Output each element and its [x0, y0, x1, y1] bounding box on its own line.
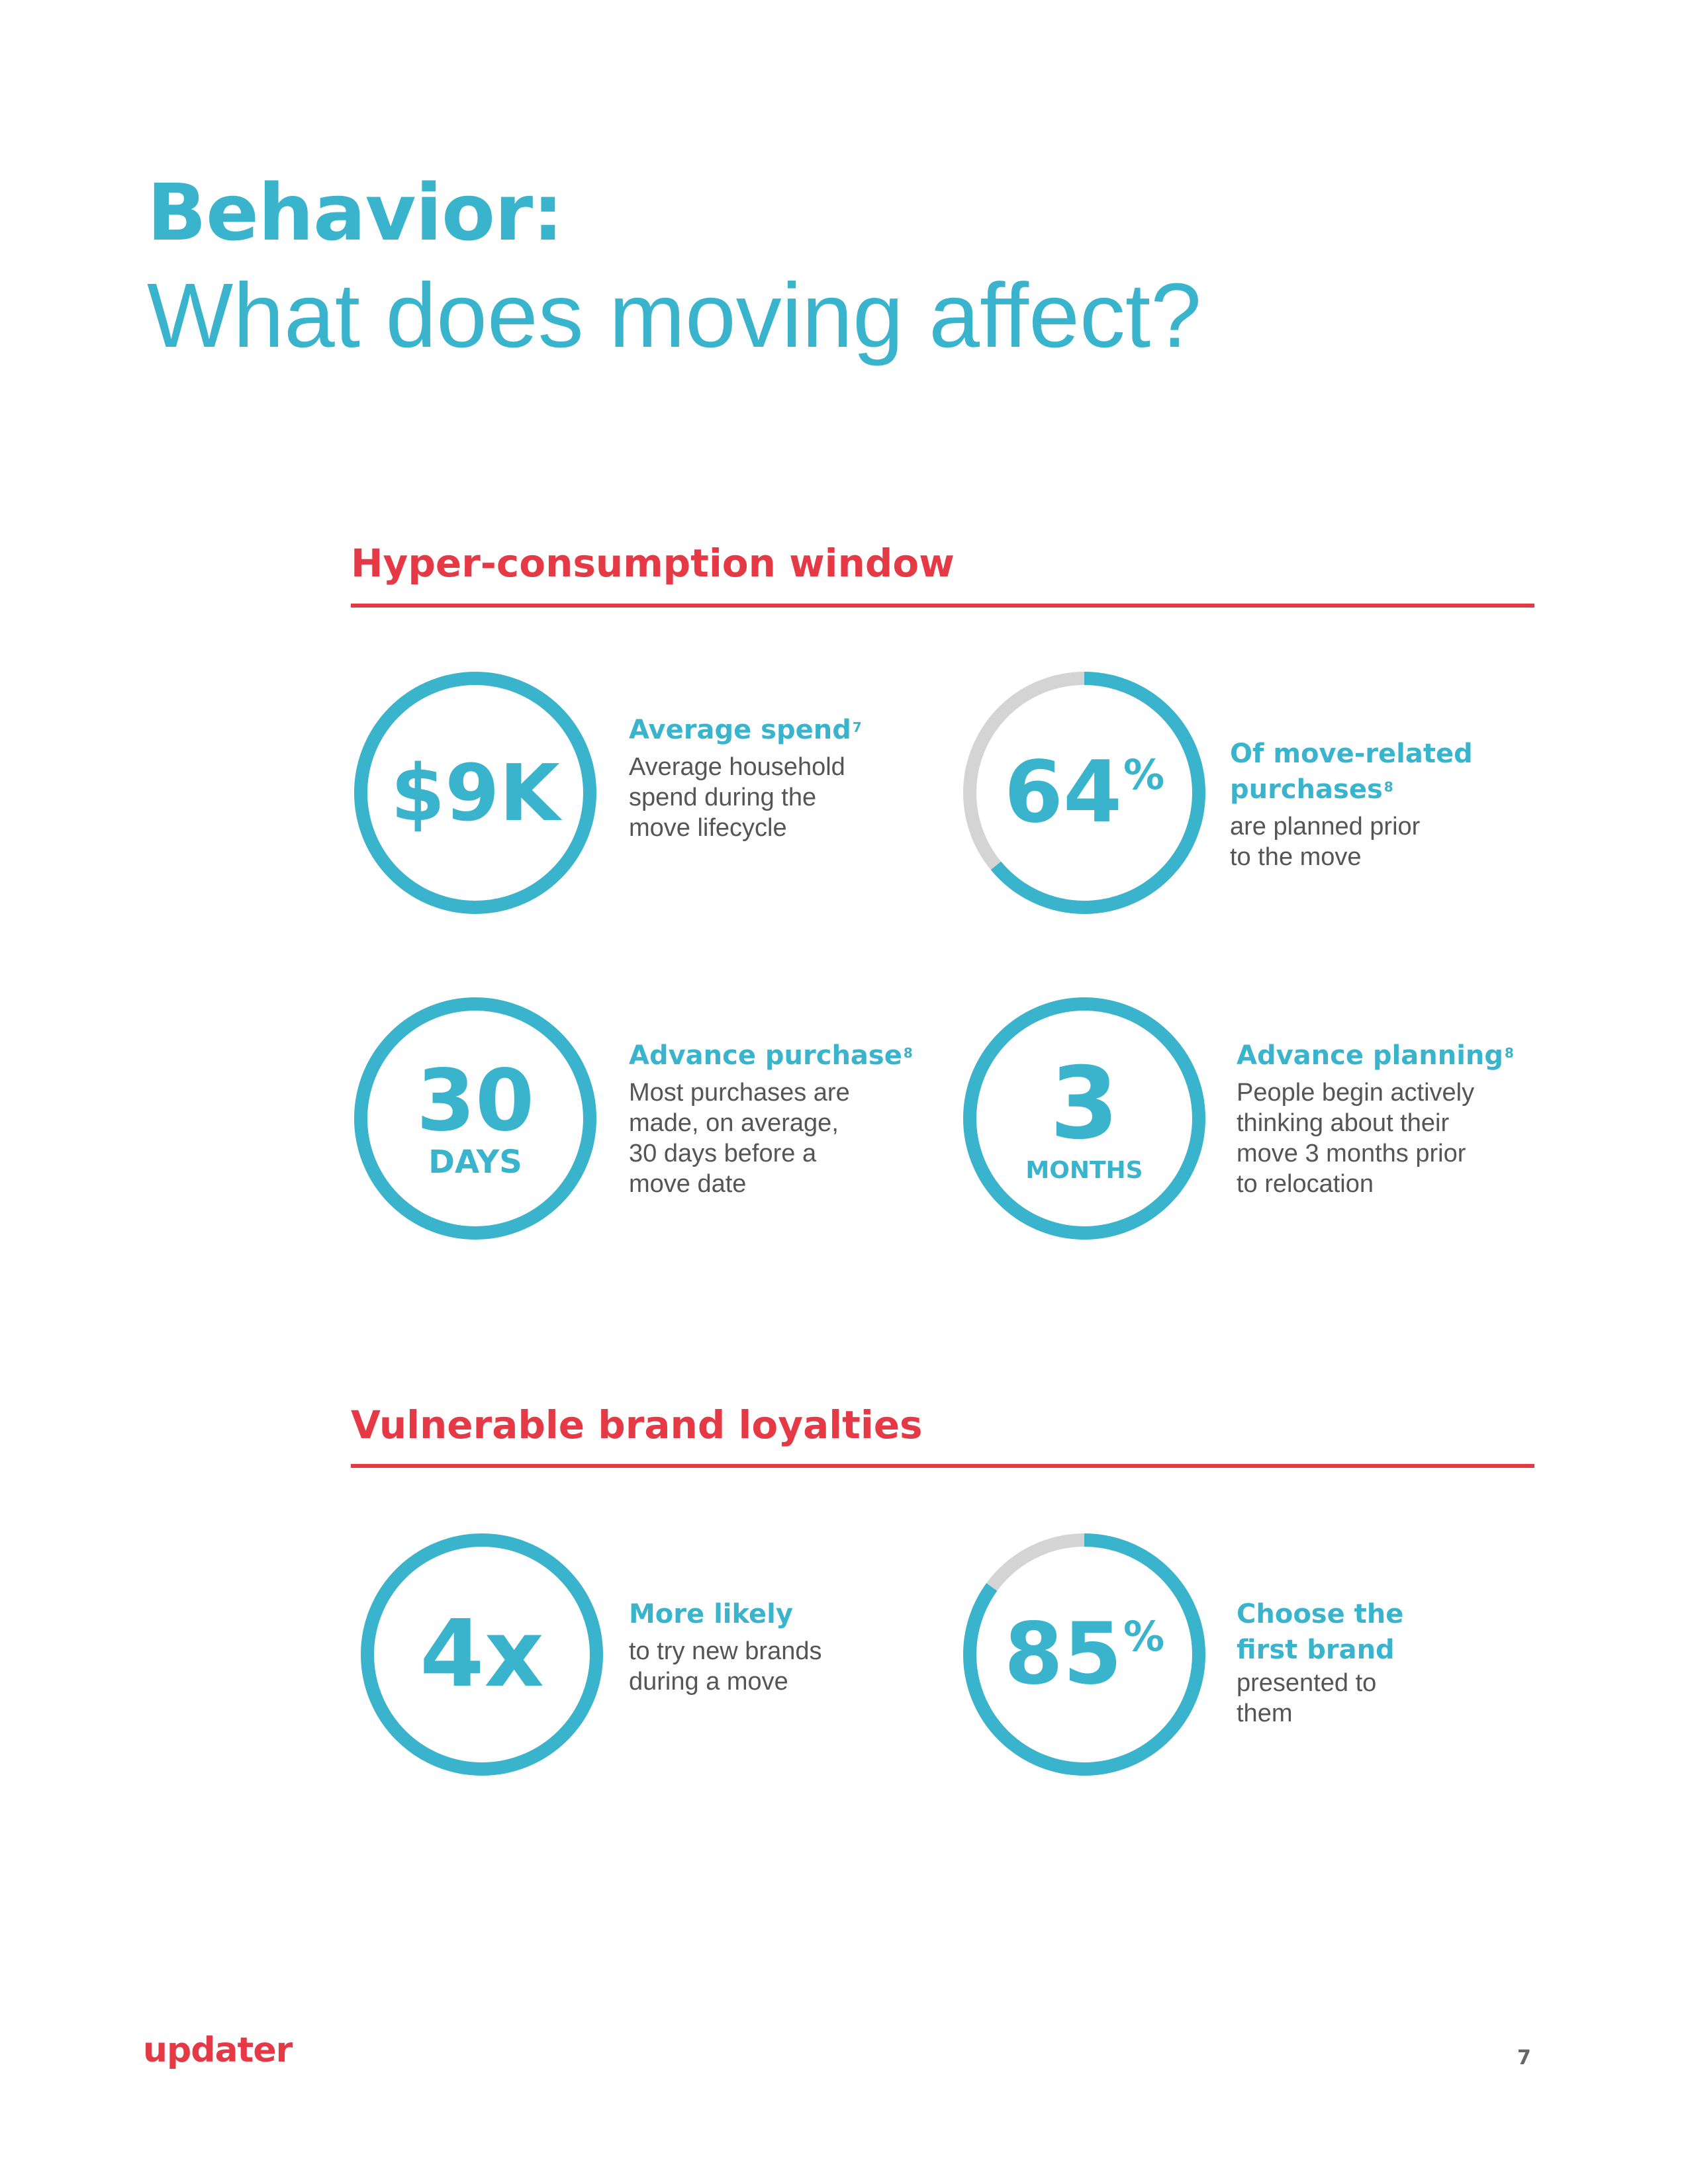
stat-description-line: spend during the: [629, 784, 817, 811]
ring-arc: [354, 672, 596, 914]
stat-heading: Choose the first brand: [1237, 1599, 1404, 1665]
section-divider: [351, 604, 1534, 608]
stat-value: 30: [416, 1052, 535, 1150]
stat-ring-more-likely: 4x: [356, 1529, 608, 1780]
stat-description: Average household spend during the move …: [629, 752, 920, 843]
stat-description-line: to try new brands: [629, 1637, 822, 1665]
stat-ring-average-spend: $9K: [350, 667, 601, 919]
stat-description-line: Average household: [629, 753, 845, 781]
stat-description-line: to relocation: [1237, 1170, 1374, 1198]
percent-sign: %: [1123, 751, 1165, 799]
stat-description-line: during a move: [629, 1668, 788, 1696]
stat-number: 64: [1004, 743, 1122, 842]
stat-heading-label: Advance planning: [1237, 1040, 1504, 1071]
updater-logo: updater: [143, 2030, 293, 2070]
stat-description: presented to them: [1237, 1668, 1435, 1729]
page-title: Behavior:: [147, 167, 563, 258]
stat-description: are planned prior to the move: [1230, 811, 1521, 872]
stat-text-more-likely: More likely to try new brands during a m…: [629, 1596, 920, 1697]
ring-graphic: [963, 672, 1205, 914]
stat-heading: Advance purchase 8: [629, 1038, 920, 1073]
stat-description-line: People begin actively: [1237, 1079, 1475, 1107]
stat-description-line: move date: [629, 1170, 747, 1198]
ring-arc: [361, 1533, 603, 1776]
stat-heading-label: Advance purchase: [629, 1040, 902, 1071]
footnote-marker: 8: [903, 1045, 913, 1061]
ring-graphic: [354, 672, 596, 914]
ring-arc: [963, 997, 1205, 1240]
footnote-marker: 8: [1383, 779, 1393, 795]
footnote-marker: 8: [1505, 1045, 1514, 1061]
stat-unit: DAYS: [428, 1144, 522, 1181]
stat-description-line: 30 days before a: [629, 1140, 817, 1167]
stat-value: 85%: [1004, 1612, 1164, 1697]
stat-heading-label: Of move-related purchases: [1230, 739, 1473, 805]
stat-description-line: to the move: [1230, 843, 1362, 871]
stat-heading: More likely: [629, 1596, 920, 1632]
page-number: 7: [1517, 2046, 1531, 2070]
stat-number: 85: [1004, 1605, 1122, 1704]
stat-ring-choose-first-brand: 85%: [959, 1529, 1210, 1780]
footnote-marker: 7: [852, 719, 862, 735]
ring-graphic: [361, 1533, 603, 1776]
stat-heading-label: Average spend: [629, 715, 851, 745]
stat-heading: Advance planning 8: [1237, 1038, 1528, 1073]
ring-arc: [963, 1533, 1205, 1776]
section-heading-brand-loyalties: Vulnerable brand loyalties: [351, 1402, 923, 1447]
stat-value: 4x: [420, 1600, 544, 1708]
stat-unit: MONTHS: [1025, 1157, 1143, 1184]
percent-sign: %: [1123, 1612, 1165, 1661]
stat-text-advance-planning: Advance planning 8 People begin actively …: [1237, 1038, 1528, 1199]
stat-description: People begin actively thinking about the…: [1237, 1077, 1528, 1199]
stat-heading: Of move-related purchases 8: [1230, 736, 1521, 807]
stat-text-average-spend: Average spend 7 Average household spend d…: [629, 712, 920, 843]
page-subtitle: What does moving affect?: [147, 265, 1201, 367]
ring-arc: [963, 672, 1205, 914]
stat-text-move-related-purchases: Of move-related purchases 8 are planned p…: [1230, 736, 1521, 872]
ring-graphic: [963, 997, 1205, 1240]
stat-ring-advance-purchase: 30 DAYS: [350, 993, 601, 1244]
stat-description: Most purchases are made, on average, 30 …: [629, 1077, 920, 1199]
stat-description-line: thinking about their: [1237, 1109, 1450, 1137]
stat-text-choose-first-brand: Choose the first brand presented to them: [1237, 1596, 1435, 1729]
stat-description-line: move lifecycle: [629, 814, 787, 842]
stat-value: 3: [1049, 1046, 1119, 1161]
stat-text-advance-purchase: Advance purchase 8 Most purchases are mad…: [629, 1038, 920, 1199]
stat-heading: Average spend 7: [629, 712, 920, 748]
stat-value: 64%: [1004, 751, 1164, 835]
stat-description-line: are planned prior: [1230, 813, 1421, 841]
stat-value: $9K: [391, 747, 560, 839]
stat-description-line: Most purchases are: [629, 1079, 850, 1107]
ring-graphic: [354, 997, 596, 1240]
stat-heading-label: More likely: [629, 1599, 793, 1629]
ring-arc: [354, 997, 596, 1240]
stat-description-line: move 3 months prior: [1237, 1140, 1466, 1167]
section-divider: [351, 1464, 1534, 1468]
stat-description-line: presented to them: [1237, 1669, 1377, 1727]
section-heading-hyper-consumption: Hyper-consumption window: [351, 541, 955, 586]
stat-description: to try new brands during a move: [629, 1636, 920, 1697]
stat-ring-move-related-purchases: 64%: [959, 667, 1210, 919]
ring-graphic: [963, 1533, 1205, 1776]
stat-ring-advance-planning: 3 MONTHS: [959, 993, 1210, 1244]
stat-description-line: made, on average,: [629, 1109, 839, 1137]
